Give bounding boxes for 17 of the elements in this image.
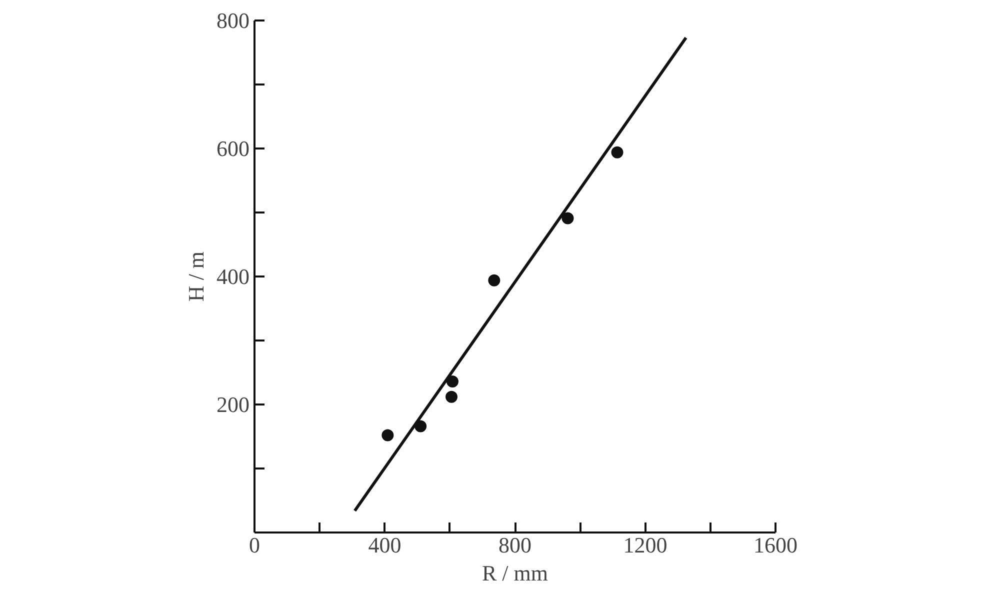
- point: [488, 274, 500, 286]
- point: [446, 375, 458, 388]
- point: [611, 146, 624, 158]
- y-tick-label: 800: [216, 8, 250, 33]
- y-tick-label: 600: [216, 136, 250, 161]
- x-tick-label: 800: [498, 532, 532, 558]
- x-tick-label: 400: [368, 532, 402, 558]
- point: [562, 212, 574, 224]
- x-axis-title: R / mm: [482, 560, 548, 586]
- y-axis-title: H / m: [184, 251, 208, 302]
- x-tick-label: 1600: [754, 532, 798, 558]
- point: [446, 390, 458, 403]
- point: [382, 429, 394, 442]
- x-tick-label: 1200: [623, 532, 668, 558]
- y-tick-label: 200: [216, 392, 250, 417]
- x-tick-label: 0: [249, 532, 260, 558]
- y-tick-label: 400: [216, 264, 250, 289]
